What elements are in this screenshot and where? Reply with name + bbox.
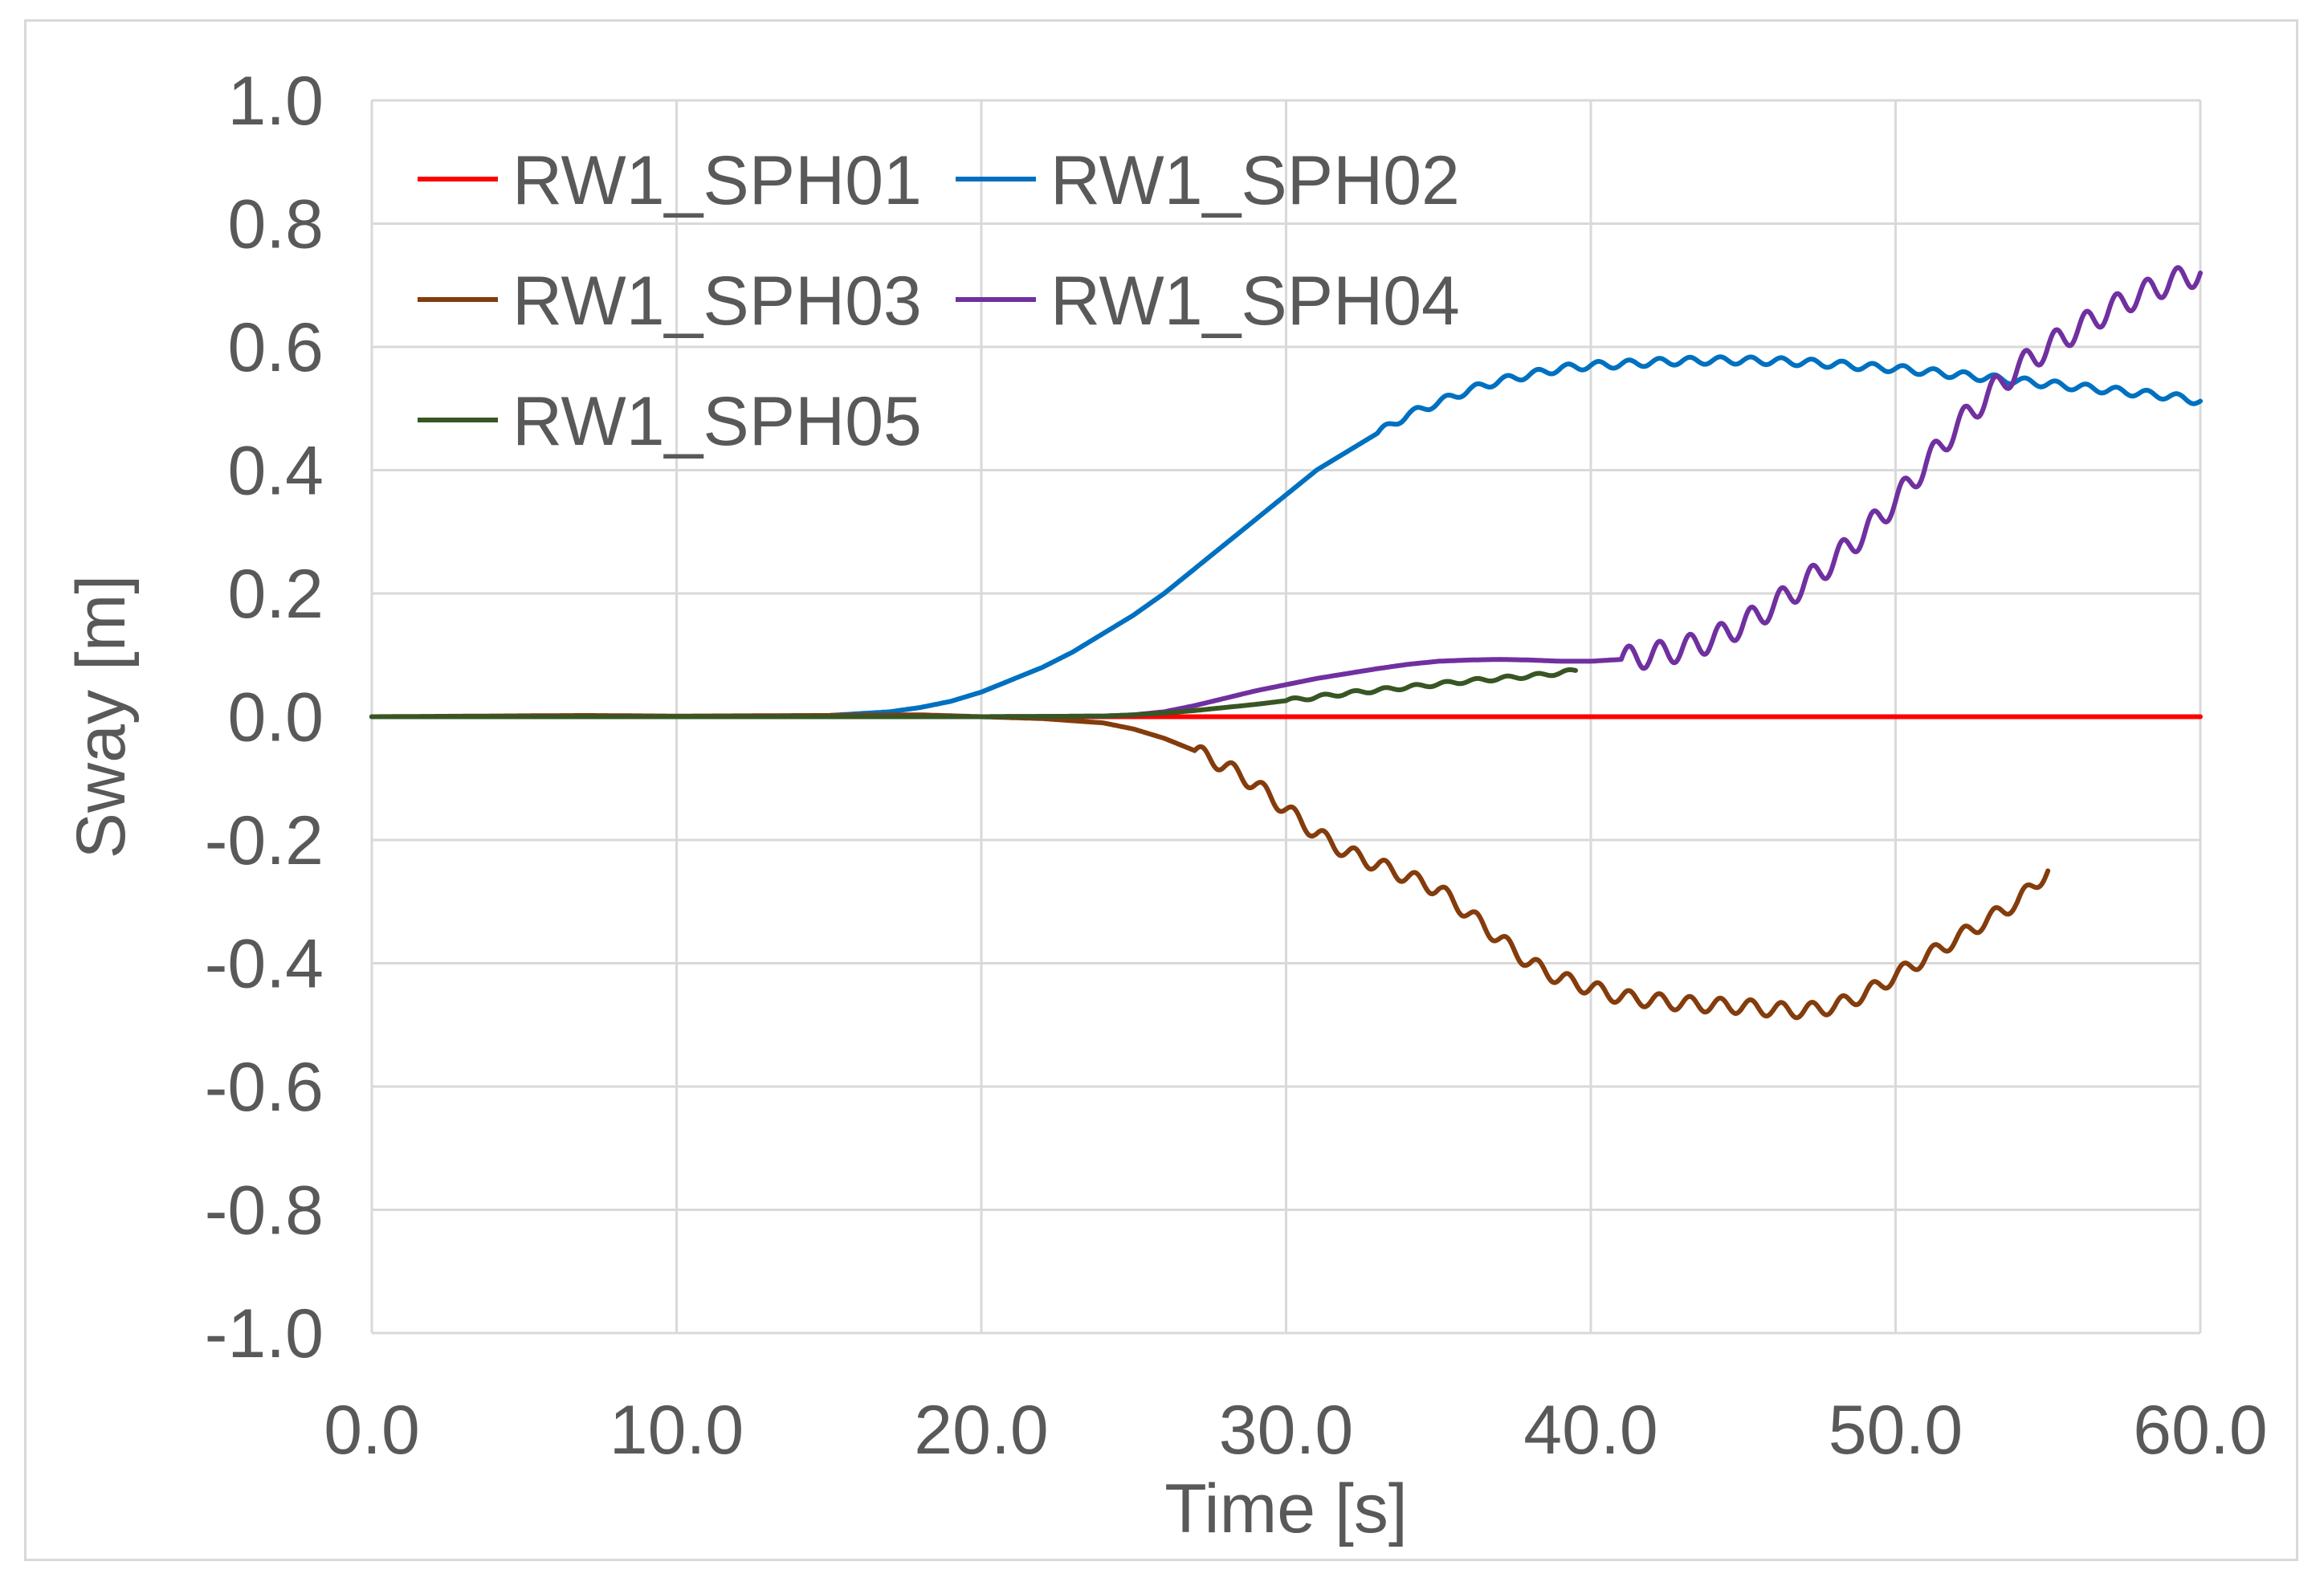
y-tick-label: -0.8 — [205, 1172, 324, 1250]
chart-frame — [24, 19, 2298, 1561]
series-lines — [369, 265, 2203, 1021]
y-tick-label: -1.0 — [205, 1295, 324, 1372]
y-tick-label: 0.0 — [227, 679, 324, 756]
y-axis-title: Sway [m] — [63, 575, 140, 859]
legend-label: RW1_SPH04 — [1050, 263, 1460, 340]
y-tick-label: -0.6 — [205, 1049, 324, 1126]
legend-label: RW1_SPH03 — [512, 263, 922, 340]
y-tick-label: 1.0 — [227, 63, 324, 140]
y-tick-label: -0.4 — [205, 926, 324, 1003]
legend: RW1_SPH01 RW1_SPH02 RW1_SPH03 RW1_SPH04 RW1_… — [418, 142, 1460, 460]
series-line-rw1_sph03 — [369, 712, 2051, 1021]
x-tick-label: 30.0 — [1219, 1392, 1353, 1469]
legend-label: RW1_SPH01 — [512, 142, 922, 219]
x-axis-title: Time [s] — [1164, 1470, 1408, 1547]
y-tick-label: 0.4 — [227, 433, 324, 510]
y-tick-label: -0.2 — [205, 802, 324, 879]
y-axis-tick-labels: 1.0 0.8 0.6 0.4 0.2 0.0 -0.2 -0.4 -0.6 -0.8 -1.0 — [205, 63, 324, 1372]
x-tick-label: 40.0 — [1523, 1392, 1657, 1469]
x-tick-label: 60.0 — [2133, 1392, 2267, 1469]
legend-label: RW1_SPH02 — [1050, 142, 1460, 219]
series-line-rw1_sph05 — [369, 667, 1578, 720]
y-tick-label: 0.2 — [227, 556, 324, 633]
x-tick-label: 20.0 — [914, 1392, 1048, 1469]
y-tick-label: 0.8 — [227, 186, 324, 263]
y-tick-label: 0.6 — [227, 309, 324, 386]
legend-label: RW1_SPH05 — [512, 383, 922, 460]
x-tick-label: 10.0 — [610, 1392, 744, 1469]
x-tick-label: 0.0 — [324, 1392, 420, 1469]
x-axis-tick-labels: 0.0 10.0 20.0 30.0 40.0 50.0 60.0 — [324, 1392, 2267, 1469]
x-tick-label: 50.0 — [1829, 1392, 1963, 1469]
